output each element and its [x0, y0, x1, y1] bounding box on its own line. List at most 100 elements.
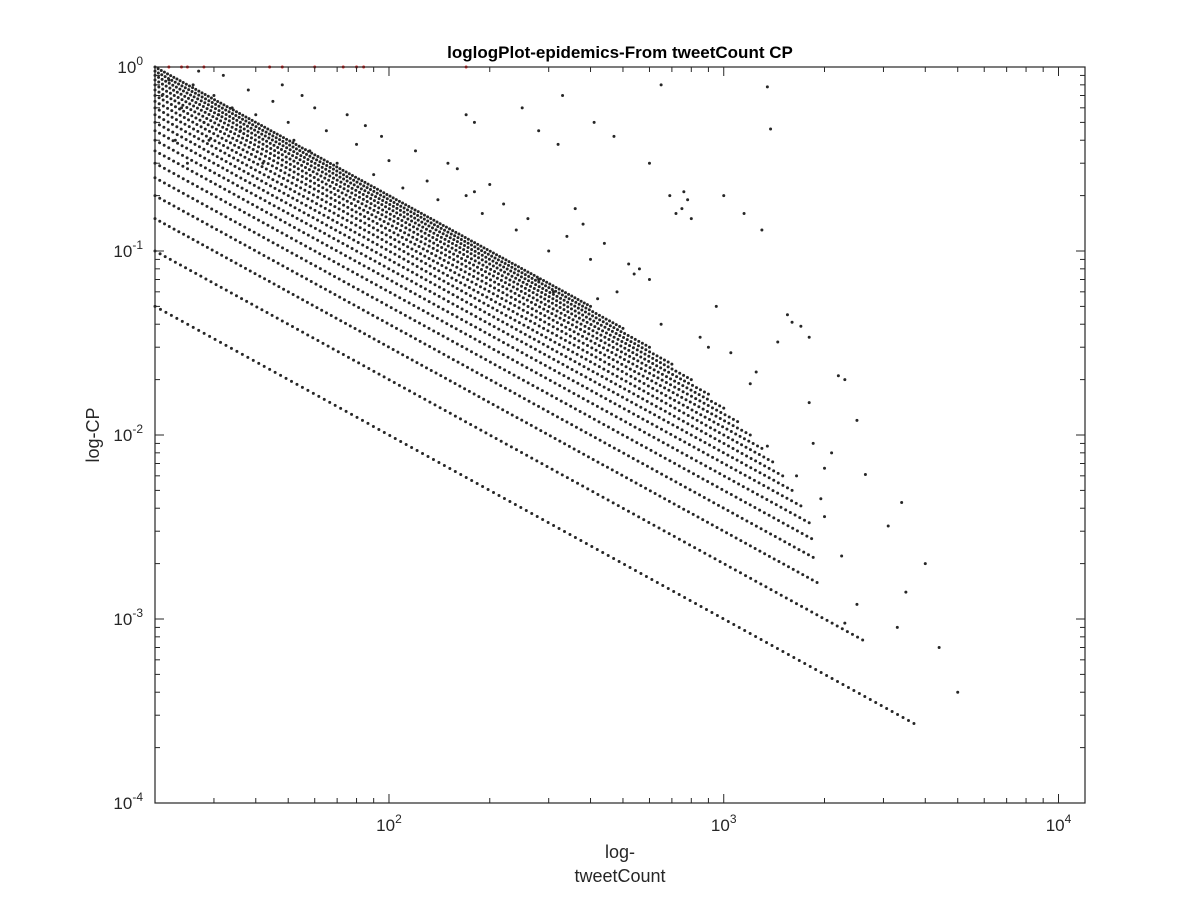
data-point: [583, 412, 587, 416]
data-point: [285, 137, 289, 141]
data-point: [608, 333, 612, 337]
data-point: [263, 134, 267, 138]
data-point: [752, 478, 756, 482]
data-point: [268, 151, 272, 155]
data-point: [446, 282, 450, 286]
data-point: [719, 410, 723, 414]
data-point: [502, 305, 506, 309]
data-point: [767, 554, 771, 558]
data-point: [441, 232, 445, 236]
data-point: [296, 327, 300, 331]
data-point: [195, 184, 199, 188]
data-point: [448, 236, 452, 240]
data-point: [295, 272, 299, 276]
data-point: [391, 209, 395, 213]
data-point: [551, 307, 555, 311]
data-point: [178, 113, 182, 117]
data-point: [698, 548, 702, 552]
data-point: [437, 269, 441, 273]
data-point: [607, 388, 611, 392]
data-point: [377, 372, 381, 376]
data-point: [388, 217, 392, 221]
data-point: [389, 235, 393, 239]
data-point: [669, 383, 673, 387]
data-point: [607, 355, 611, 359]
data-point: [436, 332, 440, 336]
data-point: [671, 446, 675, 450]
data-point: [520, 450, 524, 454]
data-point: [243, 178, 247, 182]
data-point: [276, 156, 280, 160]
data-point: [767, 476, 771, 480]
data-point: [216, 134, 220, 138]
data-point: [599, 394, 603, 398]
data-point: [370, 295, 374, 299]
data-point: [830, 621, 834, 625]
data-point: [285, 234, 289, 238]
data-point: [558, 306, 562, 310]
data-point: [462, 252, 466, 256]
data-point: [196, 129, 200, 133]
data-point: [333, 198, 337, 202]
data-point: [165, 95, 169, 99]
data-point: [493, 363, 497, 367]
data-point: [707, 418, 711, 422]
data-point: [683, 596, 687, 599]
data-point: [568, 532, 572, 536]
data-point: [712, 446, 716, 450]
data-point: [265, 210, 269, 214]
data-point: [393, 245, 397, 249]
data-point: [750, 522, 754, 526]
data-point: [465, 310, 469, 314]
data-point: [419, 215, 423, 219]
data-point: [191, 325, 195, 329]
data-point: [421, 247, 425, 251]
data-point: [440, 246, 444, 250]
data-point: [453, 414, 457, 418]
data-point: [454, 244, 458, 248]
data-point: [747, 439, 751, 443]
data-point: [266, 223, 270, 227]
data-point: [353, 230, 357, 234]
data-point: [423, 222, 427, 226]
data-point: [561, 362, 565, 366]
data-point: [735, 514, 739, 518]
data-point: [564, 332, 568, 336]
data-point: [807, 401, 811, 405]
data-point: [344, 321, 348, 325]
data-point: [387, 267, 391, 271]
data-point: [175, 77, 179, 81]
data-point: [202, 120, 206, 124]
data-point: [619, 330, 623, 334]
data-point: [304, 182, 308, 186]
data-point: [389, 250, 393, 254]
data-point: [790, 320, 794, 324]
data-point: [644, 348, 648, 352]
data-point: [326, 216, 330, 220]
data-point: [573, 535, 577, 539]
data-point: [230, 171, 234, 175]
data-point: [500, 260, 504, 264]
data-point: [659, 366, 663, 370]
data-point: [581, 304, 585, 308]
data-point: [850, 632, 854, 636]
data-point: [473, 245, 477, 249]
data-point: [557, 526, 561, 530]
data-point: [339, 406, 343, 410]
data-point: [689, 394, 693, 398]
data-point: [351, 285, 355, 289]
data-point: [169, 97, 173, 101]
data-point: [591, 402, 595, 406]
data-point: [215, 155, 219, 159]
data-point: [622, 407, 626, 411]
data-point: [418, 395, 422, 399]
data-point: [410, 247, 414, 251]
data-point: [554, 285, 558, 289]
data-point: [297, 144, 301, 148]
data-point: [633, 377, 637, 381]
data-point: [158, 178, 162, 182]
data-point: [288, 139, 292, 143]
data-point: [683, 379, 687, 383]
data-point: [240, 352, 244, 356]
data-point: [566, 300, 570, 304]
